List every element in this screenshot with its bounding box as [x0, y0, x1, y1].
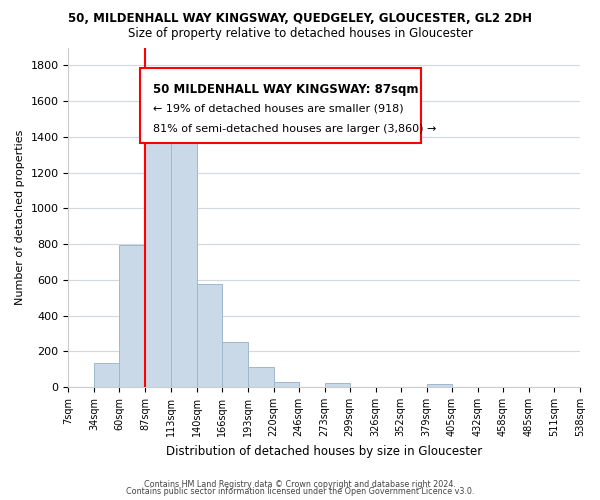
X-axis label: Distribution of detached houses by size in Gloucester: Distribution of detached houses by size …	[166, 444, 482, 458]
Text: Size of property relative to detached houses in Gloucester: Size of property relative to detached ho…	[128, 28, 473, 40]
Text: 81% of semi-detached houses are larger (3,860) →: 81% of semi-detached houses are larger (…	[153, 124, 436, 134]
Text: Contains HM Land Registry data © Crown copyright and database right 2024.: Contains HM Land Registry data © Crown c…	[144, 480, 456, 489]
Text: 50 MILDENHALL WAY KINGSWAY: 87sqm: 50 MILDENHALL WAY KINGSWAY: 87sqm	[153, 83, 418, 96]
Bar	[119, 245, 145, 387]
Bar	[94, 363, 119, 387]
Text: 50, MILDENHALL WAY KINGSWAY, QUEDGELEY, GLOUCESTER, GL2 2DH: 50, MILDENHALL WAY KINGSWAY, QUEDGELEY, …	[68, 12, 532, 26]
Bar	[427, 384, 452, 387]
Text: ← 19% of detached houses are smaller (918): ← 19% of detached houses are smaller (91…	[153, 104, 403, 114]
Bar	[248, 366, 274, 387]
Bar	[197, 284, 221, 387]
Bar	[145, 124, 170, 387]
Y-axis label: Number of detached properties: Number of detached properties	[15, 130, 25, 305]
Bar	[274, 382, 299, 387]
Text: Contains public sector information licensed under the Open Government Licence v3: Contains public sector information licen…	[126, 488, 474, 496]
Bar	[325, 382, 350, 387]
FancyBboxPatch shape	[140, 68, 421, 142]
Bar	[170, 140, 197, 387]
Bar	[221, 342, 248, 387]
